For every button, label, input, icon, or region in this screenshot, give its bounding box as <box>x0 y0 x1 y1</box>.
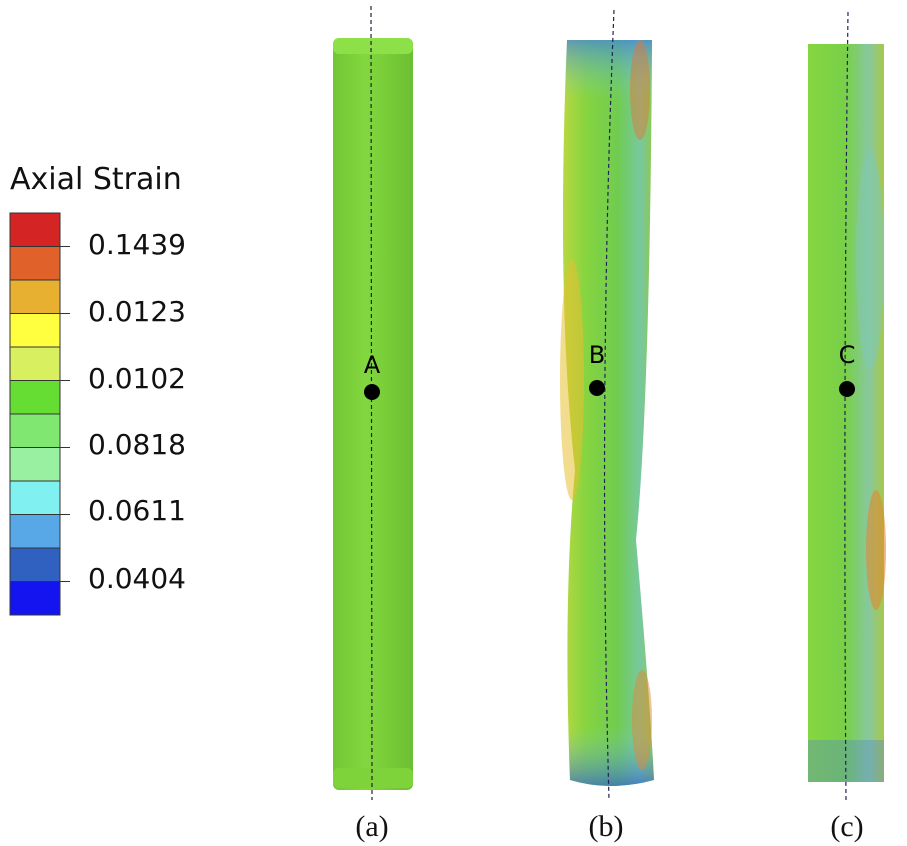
point <box>589 380 605 396</box>
swatch <box>10 381 60 415</box>
swatch <box>10 582 60 616</box>
legend: Axial Strain 0.1439 0.0123 0.0102 0 <box>10 162 186 615</box>
legend-label: 0.0611 <box>88 494 186 527</box>
point <box>839 381 855 397</box>
strain-zone <box>630 40 650 140</box>
legend-label: 0.0102 <box>88 362 186 395</box>
cylinder-b: B <box>560 10 654 800</box>
legend-label: 0.1439 <box>88 228 186 261</box>
panel-caption: (b) <box>589 810 624 843</box>
point-label: B <box>589 341 605 369</box>
end-cap <box>333 768 413 788</box>
swatch <box>10 515 60 549</box>
strain-zone <box>856 150 884 370</box>
point-label: C <box>839 341 856 369</box>
cylinder-a: A <box>333 6 413 800</box>
swatch <box>10 414 60 448</box>
swatch <box>10 448 60 482</box>
cylinder <box>333 38 413 790</box>
legend-label: 0.0404 <box>88 562 186 595</box>
legend-label: 0.0123 <box>88 295 186 328</box>
swatch <box>10 347 60 381</box>
legend-title: Axial Strain <box>10 162 182 197</box>
strain-zone <box>866 490 886 610</box>
panel-caption: (c) <box>830 810 863 843</box>
panel-caption: (a) <box>355 810 388 843</box>
colorbar <box>10 213 70 615</box>
figure: Axial Strain 0.1439 0.0123 0.0102 0 <box>0 0 907 846</box>
swatch <box>10 213 60 247</box>
swatch <box>10 548 60 582</box>
swatch <box>10 280 60 314</box>
swatch <box>10 314 60 348</box>
cylinder-c: C <box>808 12 886 800</box>
swatch <box>10 247 60 281</box>
swatch <box>10 481 60 515</box>
strain-zone <box>560 260 584 500</box>
strain-zone <box>632 670 652 770</box>
end-cap <box>333 38 413 54</box>
legend-label: 0.0818 <box>88 428 186 461</box>
point <box>364 384 380 400</box>
point-label: A <box>364 351 381 379</box>
